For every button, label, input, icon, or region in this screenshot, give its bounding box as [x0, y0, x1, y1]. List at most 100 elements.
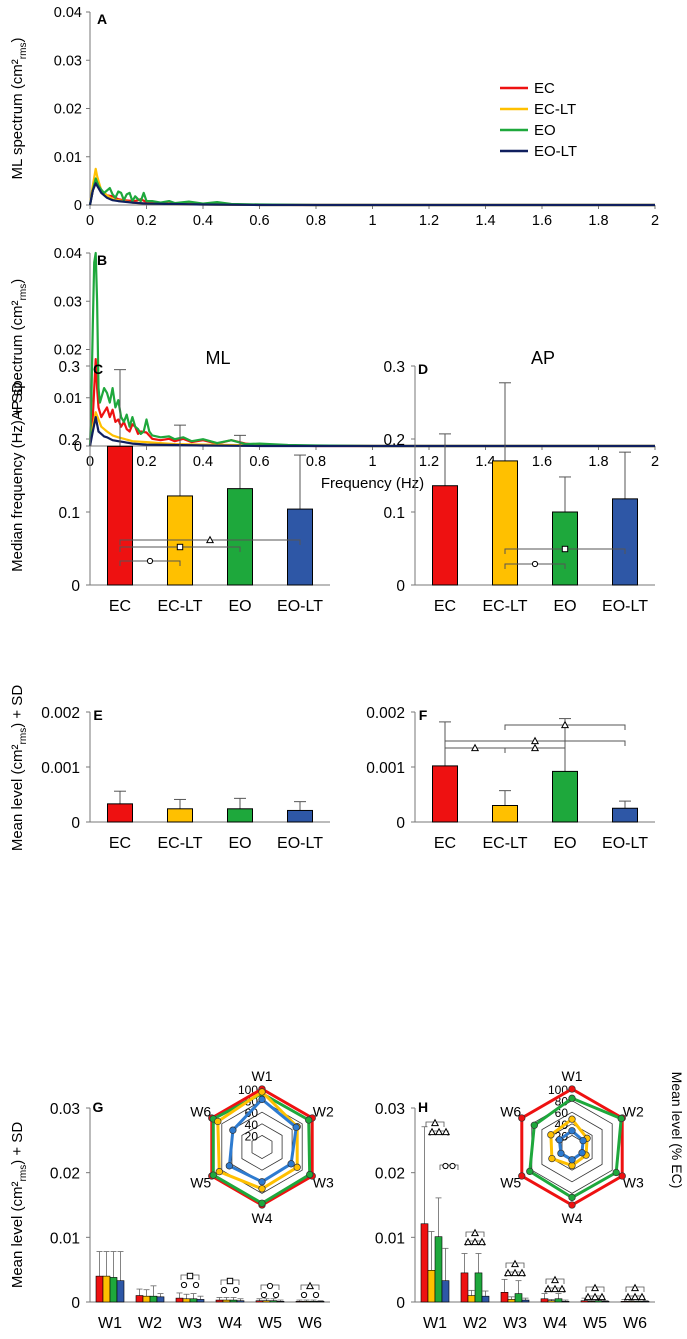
y-tick-label: 0: [71, 815, 80, 832]
radar-axis-label: W4: [562, 1210, 583, 1226]
panel-letter: H: [418, 1099, 428, 1115]
radar-point-EO-LT: [579, 1136, 587, 1145]
radar-axis-label: W3: [623, 1174, 644, 1190]
x-tick-label: W3: [503, 1315, 527, 1332]
radar-point-EC-LT: [215, 1167, 223, 1176]
radar-axis-label: W4: [252, 1210, 273, 1226]
sig-marker: [623, 1292, 633, 1301]
y-tick-label: 0: [74, 439, 82, 455]
series-line-EC: [88, 179, 655, 207]
x-tick-label: EO-LT: [602, 835, 648, 852]
bar-W6-EC: [620, 1301, 629, 1303]
radar-series-EO: [528, 1096, 623, 1200]
sig-marker: [180, 1281, 188, 1289]
y-tick-label: 0: [396, 1295, 405, 1312]
x-tick-label: 0.4: [193, 454, 213, 470]
x-tick-label: W6: [298, 1315, 322, 1332]
y-tick-label: 0: [71, 578, 80, 595]
sig-marker: [590, 1292, 600, 1301]
radar-point-EO-LT: [578, 1149, 586, 1157]
y-tick-label: 0.2: [383, 432, 405, 449]
sig-triangle: [530, 736, 540, 745]
bar-W5-EO: [594, 1300, 603, 1303]
radar-grid: [221, 1100, 303, 1194]
x-tick-label: W1: [423, 1315, 447, 1332]
bar-W4-EC: [215, 1299, 224, 1303]
panel-title: ML: [205, 348, 230, 368]
sig-marker: [427, 1127, 437, 1136]
y-axis-title: Mean level (cm²rms) + SD: [9, 685, 29, 851]
sig-marker: [441, 1127, 451, 1136]
x-tick-label: 1.4: [475, 213, 495, 229]
radar-point-EC: [618, 1172, 626, 1180]
radar-axis-label: W6: [190, 1104, 211, 1120]
bar-W5-EC: [255, 1300, 264, 1303]
x-tick-label: 0: [86, 213, 94, 229]
panel-letter: D: [418, 361, 428, 377]
x-tick-label: 0.8: [306, 213, 326, 229]
radar-axis-label: W1: [562, 1068, 583, 1084]
y-tick-label: 0.1: [58, 505, 80, 522]
y-tick-label: 0.04: [54, 5, 82, 21]
x-tick-label: EO: [553, 835, 576, 852]
y-tick-label: 0.03: [375, 1101, 405, 1118]
panel-letter: G: [93, 1099, 104, 1115]
radar-tick-label: 100: [548, 1083, 568, 1097]
bar-W2-EO: [474, 1272, 483, 1303]
bar-W1-EO-LT: [116, 1280, 125, 1303]
bar-W6-EC-LT: [627, 1301, 636, 1303]
radar-axis-label: W5: [190, 1174, 211, 1190]
series-line-EO-LT: [88, 182, 655, 207]
sig-marker: [192, 1281, 200, 1289]
y-tick-label: 0.02: [54, 102, 82, 118]
bar-W5-EO-LT: [276, 1301, 285, 1303]
x-tick-label: 2: [651, 454, 659, 470]
bar-EO: [227, 808, 253, 823]
x-tick-label: 0.2: [136, 454, 156, 470]
x-tick-label: 1.6: [532, 454, 552, 470]
radar-point-EO-LT: [225, 1162, 234, 1170]
bar-EC: [107, 803, 133, 823]
sig-marker: [550, 1275, 560, 1284]
x-tick-label: 1.8: [588, 213, 608, 229]
y-tick-label: 0.02: [375, 1166, 405, 1183]
bar-W2-EC: [460, 1272, 469, 1303]
x-tick-label: W4: [543, 1315, 567, 1332]
x-tick-label: 1.2: [419, 454, 439, 470]
x-tick-label: EC-LT: [157, 835, 202, 852]
y-tick-label: 0.3: [58, 359, 80, 376]
radar-point-EC-LT: [258, 1185, 266, 1193]
y-tick-label: 0: [71, 1295, 80, 1312]
radar-point-EC-LT: [293, 1163, 301, 1171]
bar-EO-LT: [612, 498, 638, 586]
x-tick-label: EC: [434, 835, 456, 852]
bar-W1-EC: [95, 1275, 104, 1303]
x-tick-label: EO-LT: [602, 598, 648, 615]
y-tick-label: 0.002: [41, 705, 80, 722]
radar-point-EO: [530, 1121, 538, 1129]
sig-marker: [442, 1162, 449, 1170]
radar-axis-label: W5: [500, 1174, 521, 1190]
panel-letter: E: [93, 707, 102, 723]
x-tick-label: W6: [623, 1315, 647, 1332]
panel-title: AP: [531, 348, 555, 368]
radar-point-EC-LT: [568, 1115, 576, 1123]
sig-marker: [266, 1282, 274, 1290]
panel-letter: A: [97, 11, 107, 27]
y-tick-label: 0.002: [366, 705, 405, 722]
sig-marker: [220, 1286, 228, 1294]
radar-point-EO-LT: [258, 1178, 266, 1186]
bar-W4-EO: [229, 1299, 238, 1303]
x-tick-label: EO: [553, 598, 576, 615]
y-tick-label: 0.001: [366, 760, 405, 777]
bar-W4-EC-LT: [222, 1299, 231, 1303]
x-tick-label: W2: [138, 1315, 162, 1332]
radar-point-EO-LT: [557, 1149, 565, 1158]
radar-axis-label: W2: [623, 1104, 644, 1120]
sig-marker: [517, 1268, 527, 1277]
x-tick-label: W2: [463, 1315, 487, 1332]
bar-W6-EC-LT: [302, 1301, 311, 1303]
y-tick-label: 0.03: [54, 294, 82, 310]
radar-point-EO: [258, 1199, 266, 1207]
series-line-EC-LT: [88, 167, 655, 207]
